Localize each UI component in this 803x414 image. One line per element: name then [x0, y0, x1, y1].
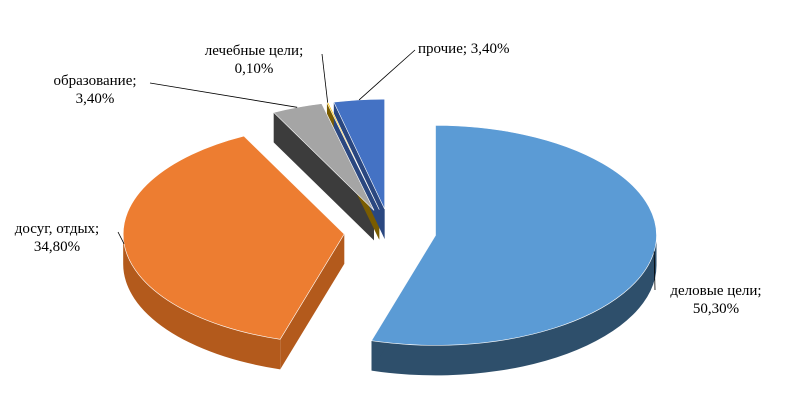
- leader-line-slice-education: [149, 82, 298, 108]
- label-leisure: досуг, отдых; 34,80%: [14, 221, 100, 255]
- slice-medical: [326, 102, 380, 210]
- slice-leisure-side: [123, 234, 281, 370]
- leader-line-slice-medical: [321, 53, 329, 103]
- label-other: прочие; 3,40%: [418, 41, 510, 57]
- slice-leisure: [122, 135, 345, 340]
- leader-line-slice-business: [653, 251, 656, 291]
- slice-other: [333, 98, 385, 210]
- leader-line-slice-leisure: [117, 231, 125, 244]
- slice-education-cut-start: [273, 112, 375, 241]
- slice-business-side: [371, 235, 657, 376]
- slice-leisure-cut-start: [280, 234, 345, 370]
- label-business: деловые цели; 50,30%: [670, 283, 762, 317]
- label-education: образование; 3,40%: [53, 73, 137, 107]
- slice-business: [371, 125, 657, 346]
- leader-line-slice-other: [358, 49, 416, 101]
- slice-education: [273, 103, 375, 211]
- label-medical: лечебные цели; 0,10%: [204, 43, 304, 77]
- slice-other-cut-start: [333, 102, 385, 240]
